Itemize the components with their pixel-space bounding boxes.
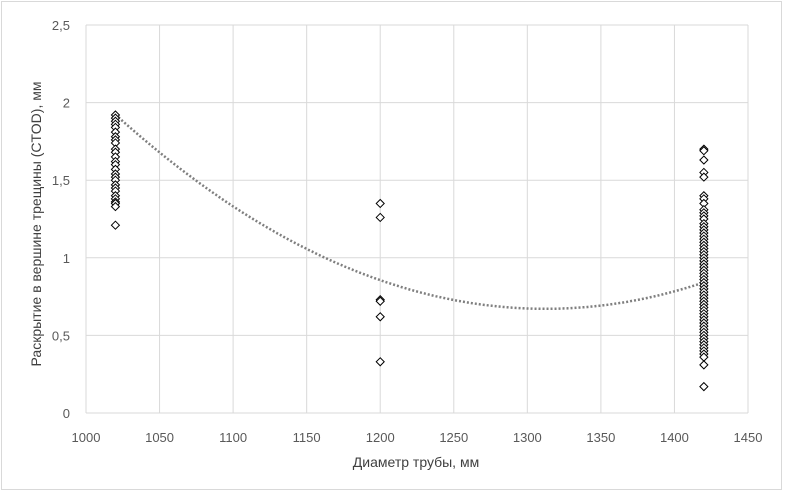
x-tick-label: 1450 bbox=[734, 430, 763, 445]
data-point bbox=[375, 296, 385, 306]
data-points bbox=[110, 110, 709, 392]
y-tick-label: 0,5 bbox=[52, 328, 70, 343]
y-axis-title: Раскрытие в вершине трещины (CTOD), мм bbox=[28, 82, 44, 367]
y-tick-label: 2,5 bbox=[52, 18, 70, 33]
data-point bbox=[699, 381, 709, 392]
x-tick-label: 1350 bbox=[586, 430, 615, 445]
x-tick-label: 1300 bbox=[513, 430, 542, 445]
trendline bbox=[114, 113, 705, 311]
y-tick-label: 1,5 bbox=[52, 173, 70, 188]
data-point bbox=[699, 155, 709, 165]
x-tick-label: 1100 bbox=[219, 430, 247, 445]
data-point bbox=[375, 312, 385, 322]
y-tick-label: 1 bbox=[63, 251, 70, 266]
data-point bbox=[375, 212, 385, 223]
x-tick-label: 1200 bbox=[366, 430, 395, 445]
x-tick-label: 1400 bbox=[660, 430, 689, 445]
x-tick-label: 1150 bbox=[293, 430, 321, 445]
trendline-curve bbox=[114, 113, 705, 311]
y-tick-label: 0 bbox=[63, 406, 70, 421]
data-point bbox=[110, 220, 121, 230]
y-tick-labels: 0 0,5 1 1,5 2 2,5 bbox=[52, 18, 70, 421]
y-tick-label: 2 bbox=[63, 96, 70, 111]
x-tick-labels: 1000 1050 1100 1150 1200 1250 1300 1350 1400 1450 bbox=[72, 430, 763, 445]
grid-lines bbox=[85, 24, 749, 414]
x-tick-label: 1250 bbox=[439, 430, 468, 445]
data-point bbox=[110, 201, 121, 212]
data-point bbox=[699, 360, 709, 370]
data-point bbox=[699, 172, 709, 182]
x-tick-label: 1050 bbox=[145, 430, 174, 445]
data-point bbox=[375, 357, 385, 367]
x-axis-title: Диаметр трубы, мм bbox=[353, 454, 479, 470]
data-point bbox=[375, 198, 385, 209]
data-point bbox=[699, 146, 709, 156]
x-tick-label: 1000 bbox=[72, 430, 101, 445]
